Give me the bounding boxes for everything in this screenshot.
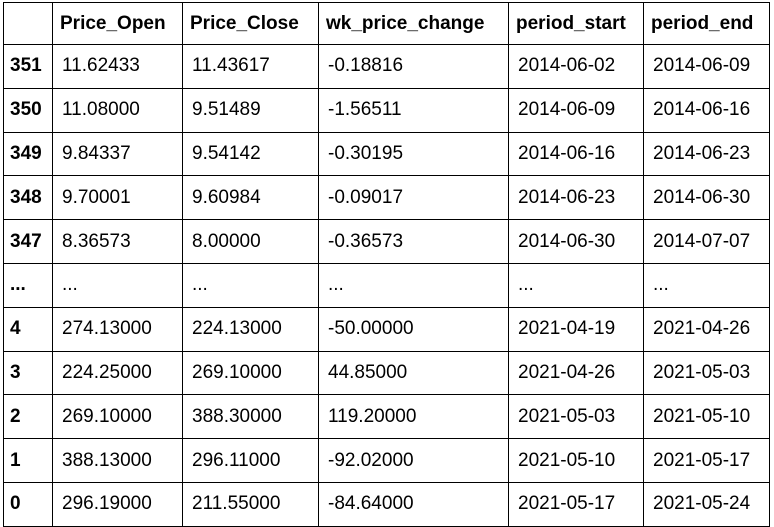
table-body: 351 11.62433 11.43617 -0.18816 2014-06-0…: [3, 44, 770, 527]
column-header-price-close: Price_Close: [182, 2, 319, 45]
table-row: 3 224.25000 269.10000 44.85000 2021-04-2…: [3, 350, 770, 396]
cell-period-end: 2021-05-17: [643, 438, 770, 483]
cell-period-start: 2021-05-17: [508, 481, 644, 527]
cell-period-start: 2021-05-10: [508, 438, 644, 483]
cell-price-close: 9.54142: [182, 131, 319, 177]
cell-wk-price-change: -0.36573: [318, 219, 509, 264]
row-index: 2: [3, 394, 53, 440]
cell-price-close: 296.11000: [182, 438, 319, 483]
cell-wk-price-change: -84.64000: [318, 481, 509, 527]
table-row: 0 296.19000 211.55000 -84.64000 2021-05-…: [3, 481, 770, 527]
row-index: 4: [3, 306, 53, 352]
cell-price-open: 269.10000: [52, 394, 183, 440]
cell-wk-price-change: 44.85000: [318, 350, 509, 396]
cell-period-end: 2021-05-03: [643, 350, 770, 396]
cell-period-start: 2014-06-09: [508, 87, 644, 133]
cell-period-end: 2014-06-09: [643, 44, 770, 89]
cell-price-open: 11.62433: [52, 44, 183, 89]
cell-period-end: 2014-07-07: [643, 219, 770, 264]
header-row: Price_Open Price_Close wk_price_change p…: [3, 2, 770, 45]
cell-wk-price-change: -0.30195: [318, 131, 509, 177]
cell-price-open: 296.19000: [52, 481, 183, 527]
table-row: 350 11.08000 9.51489 -1.56511 2014-06-09…: [3, 87, 770, 133]
row-index: 1: [3, 438, 53, 483]
cell-period-end: 2014-06-23: [643, 131, 770, 177]
cell-price-close: 224.13000: [182, 306, 319, 352]
row-index: 3: [3, 350, 53, 396]
cell-wk-price-change: -0.09017: [318, 175, 509, 221]
cell-price-open: 224.25000: [52, 350, 183, 396]
cell-price-open: 9.70001: [52, 175, 183, 221]
cell-period-end: 2014-06-16: [643, 87, 770, 133]
cell-price-close: 8.00000: [182, 219, 319, 264]
row-index: 347: [3, 219, 53, 264]
cell-period-start: 2014-06-16: [508, 131, 644, 177]
cell-price-open: 388.13000: [52, 438, 183, 483]
cell-price-open: 8.36573: [52, 219, 183, 264]
column-header-wk-price-change: wk_price_change: [318, 2, 509, 45]
cell-price-close: 211.55000: [182, 481, 319, 527]
row-index: ...: [3, 262, 53, 308]
cell-price-close: 269.10000: [182, 350, 319, 396]
cell-price-close: 11.43617: [182, 44, 319, 89]
table-row: 2 269.10000 388.30000 119.20000 2021-05-…: [3, 394, 770, 440]
cell-price-close: 9.51489: [182, 87, 319, 133]
cell-period-end: 2021-05-24: [643, 481, 770, 527]
row-index: 351: [3, 44, 53, 89]
cell-period-end: ...: [643, 262, 770, 308]
cell-period-start: 2021-05-03: [508, 394, 644, 440]
row-index: 350: [3, 87, 53, 133]
cell-price-open: ...: [52, 262, 183, 308]
cell-price-close: ...: [182, 262, 319, 308]
cell-period-end: 2014-06-30: [643, 175, 770, 221]
cell-wk-price-change: -1.56511: [318, 87, 509, 133]
cell-period-start: 2021-04-19: [508, 306, 644, 352]
cell-wk-price-change: 119.20000: [318, 394, 509, 440]
cell-period-start: 2021-04-26: [508, 350, 644, 396]
cell-period-start: ...: [508, 262, 644, 308]
table-row: 1 388.13000 296.11000 -92.02000 2021-05-…: [3, 438, 770, 483]
index-header-cell: [3, 2, 53, 45]
cell-wk-price-change: -0.18816: [318, 44, 509, 89]
cell-price-open: 11.08000: [52, 87, 183, 133]
cell-price-open: 9.84337: [52, 131, 183, 177]
row-index: 348: [3, 175, 53, 221]
table-row: 351 11.62433 11.43617 -0.18816 2014-06-0…: [3, 44, 770, 89]
cell-period-end: 2021-04-26: [643, 306, 770, 352]
cell-wk-price-change: ...: [318, 262, 509, 308]
table-row-ellipsis: ... ... ... ... ... ...: [3, 262, 770, 308]
cell-price-close: 388.30000: [182, 394, 319, 440]
row-index: 0: [3, 481, 53, 527]
column-header-price-open: Price_Open: [52, 2, 183, 45]
table-row: 347 8.36573 8.00000 -0.36573 2014-06-30 …: [3, 219, 770, 264]
table-header: Price_Open Price_Close wk_price_change p…: [3, 2, 770, 45]
table-row: 348 9.70001 9.60984 -0.09017 2014-06-23 …: [3, 175, 770, 221]
table-row: 4 274.13000 224.13000 -50.00000 2021-04-…: [3, 306, 770, 352]
cell-period-start: 2014-06-30: [508, 219, 644, 264]
cell-wk-price-change: -50.00000: [318, 306, 509, 352]
cell-period-start: 2014-06-23: [508, 175, 644, 221]
cell-price-close: 9.60984: [182, 175, 319, 221]
cell-price-open: 274.13000: [52, 306, 183, 352]
column-header-period-start: period_start: [508, 2, 644, 45]
cell-period-end: 2021-05-10: [643, 394, 770, 440]
row-index: 349: [3, 131, 53, 177]
table-row: 349 9.84337 9.54142 -0.30195 2014-06-16 …: [3, 131, 770, 177]
cell-period-start: 2014-06-02: [508, 44, 644, 89]
dataframe-table: Price_Open Price_Close wk_price_change p…: [3, 2, 770, 527]
cell-wk-price-change: -92.02000: [318, 438, 509, 483]
column-header-period-end: period_end: [643, 2, 770, 45]
